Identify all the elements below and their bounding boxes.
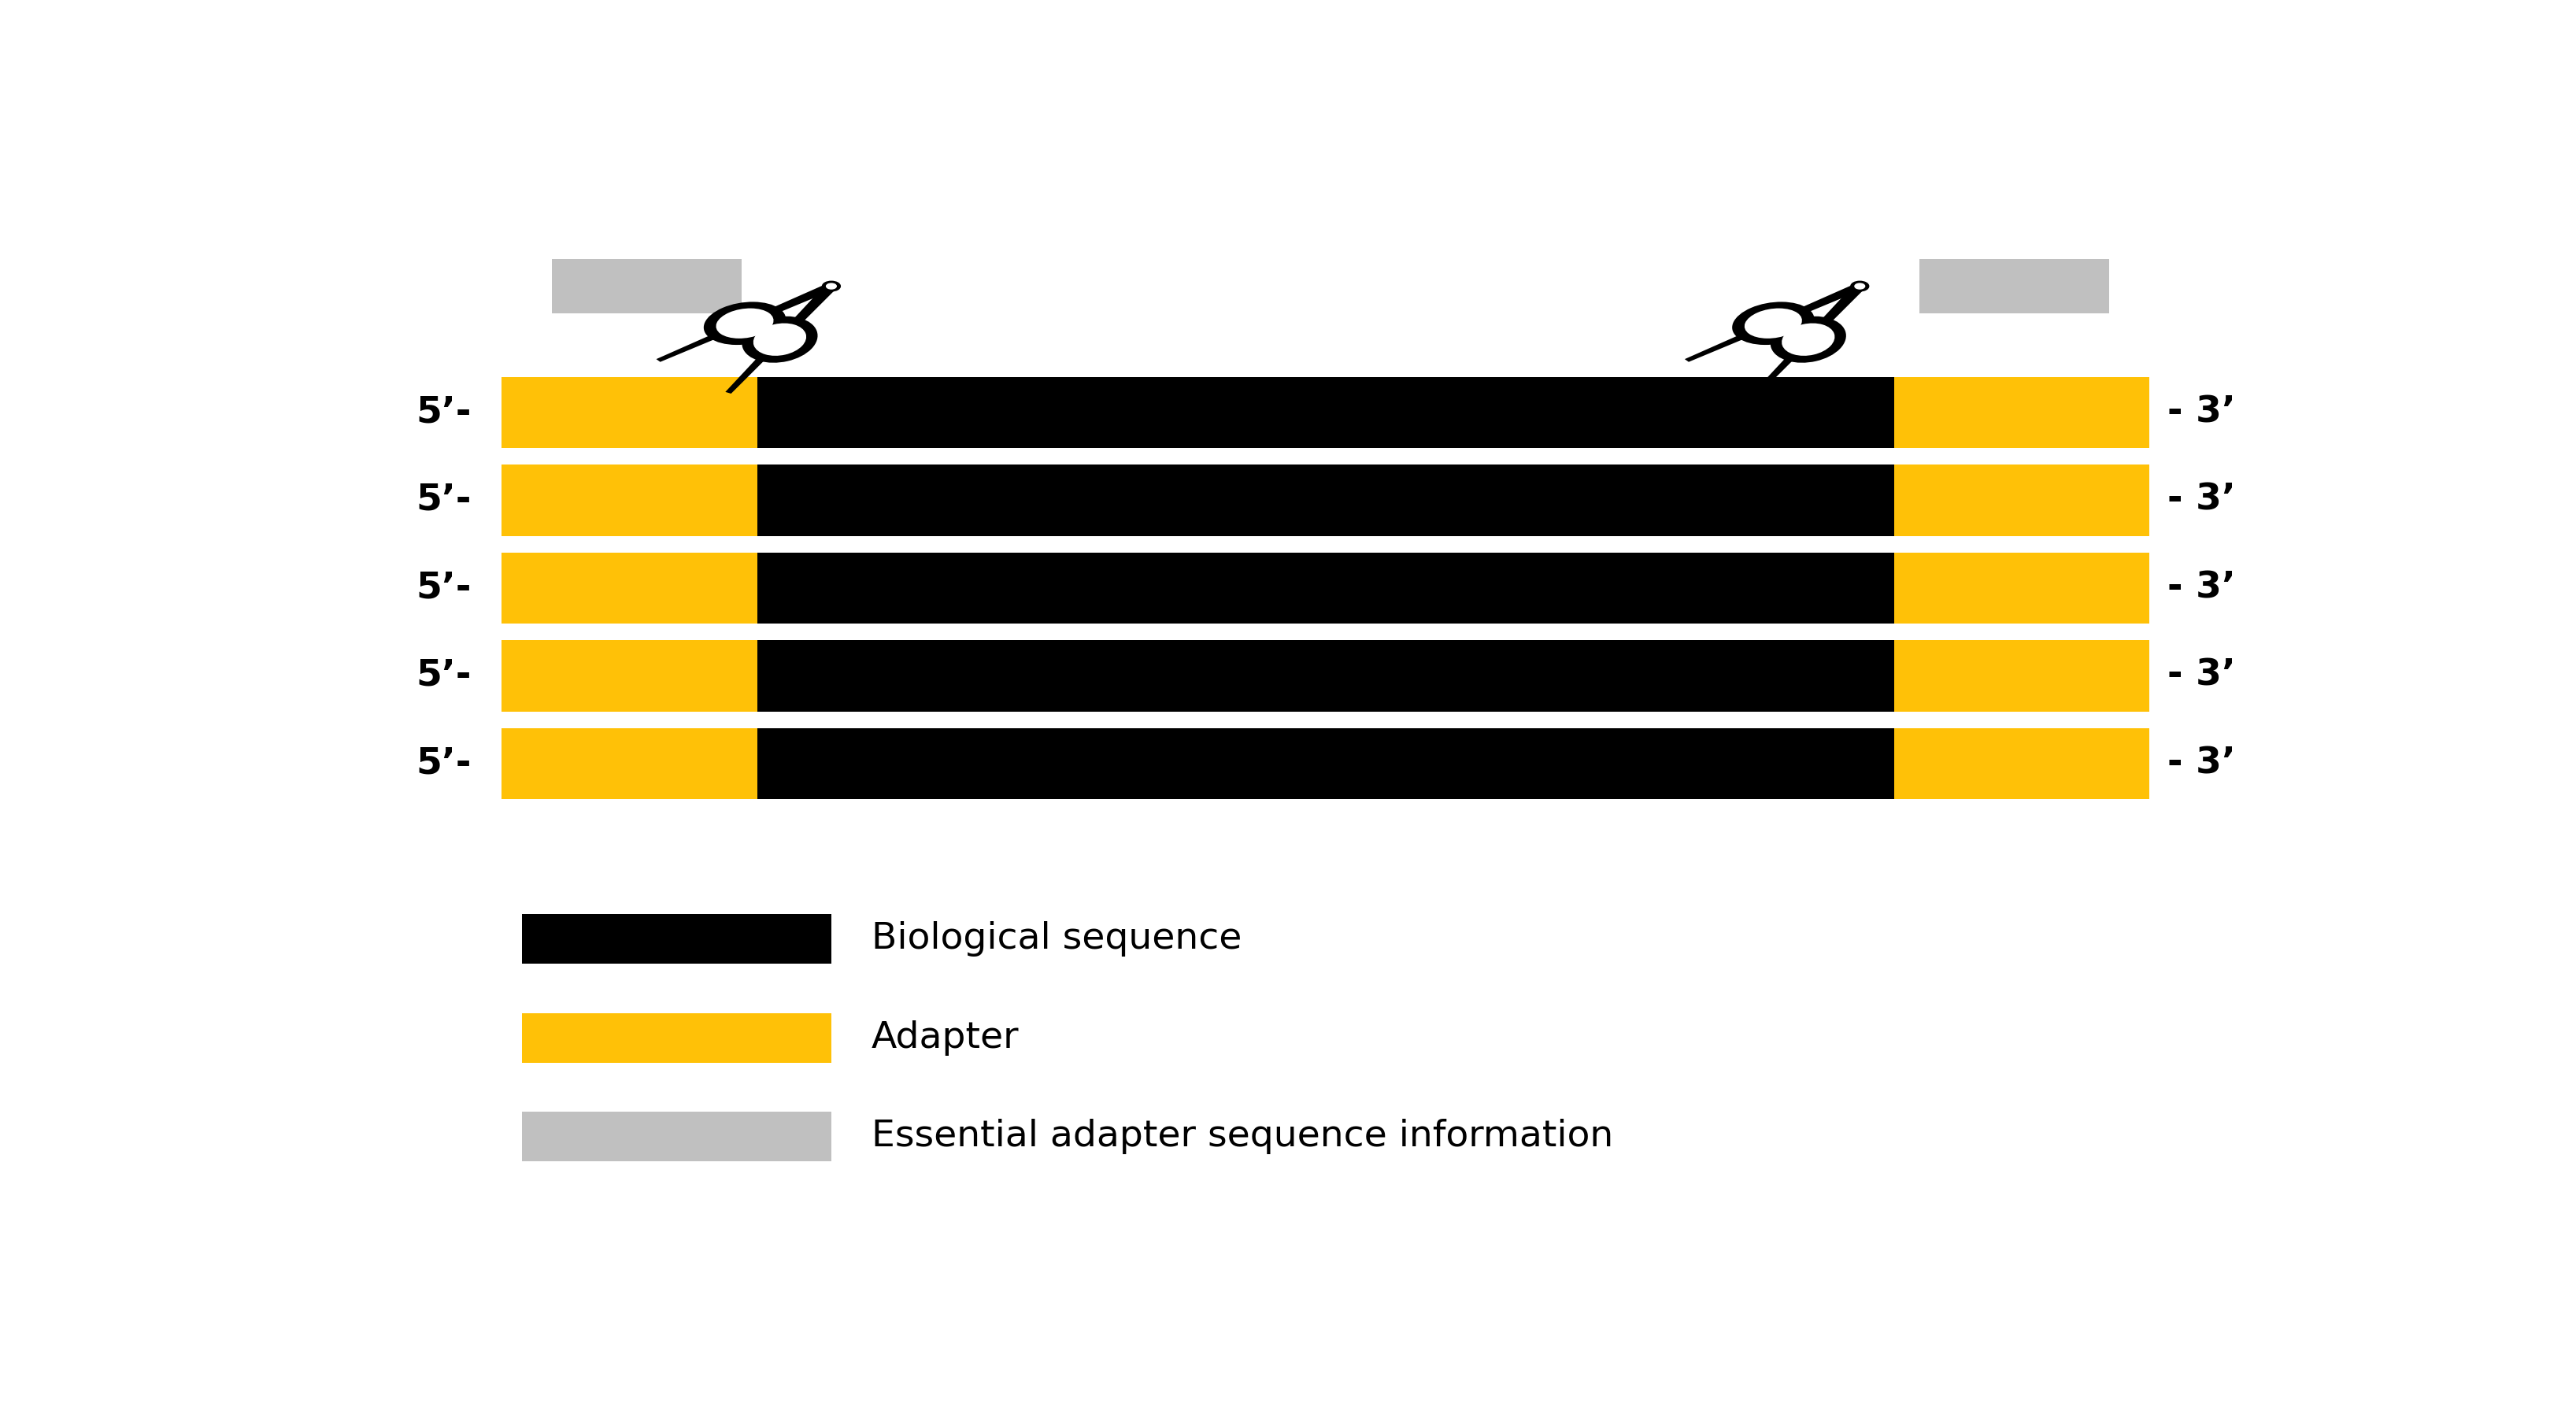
Circle shape xyxy=(1855,284,1865,289)
Text: 5’-: 5’- xyxy=(417,395,471,430)
FancyBboxPatch shape xyxy=(1919,259,2110,314)
FancyBboxPatch shape xyxy=(1893,640,2148,711)
FancyBboxPatch shape xyxy=(1893,376,2148,447)
FancyBboxPatch shape xyxy=(502,376,757,447)
Ellipse shape xyxy=(742,316,817,363)
FancyBboxPatch shape xyxy=(1893,465,2148,536)
Text: 5’-: 5’- xyxy=(417,570,471,606)
FancyBboxPatch shape xyxy=(551,259,742,314)
Text: Adapter: Adapter xyxy=(871,1020,1018,1056)
Text: 5’-: 5’- xyxy=(417,745,471,781)
FancyBboxPatch shape xyxy=(520,1013,832,1063)
FancyBboxPatch shape xyxy=(757,640,1893,711)
Ellipse shape xyxy=(752,323,806,356)
FancyBboxPatch shape xyxy=(520,915,832,963)
FancyBboxPatch shape xyxy=(757,376,1893,447)
Text: - 3’: - 3’ xyxy=(2166,570,2236,606)
Ellipse shape xyxy=(716,308,773,338)
Circle shape xyxy=(1850,281,1868,291)
FancyBboxPatch shape xyxy=(502,640,757,711)
FancyBboxPatch shape xyxy=(502,465,757,536)
Text: - 3’: - 3’ xyxy=(2166,745,2236,781)
FancyBboxPatch shape xyxy=(757,465,1893,536)
PathPatch shape xyxy=(1754,285,1865,393)
Text: - 3’: - 3’ xyxy=(2166,395,2236,430)
Circle shape xyxy=(827,284,837,289)
Circle shape xyxy=(822,281,840,291)
Text: 5’-: 5’- xyxy=(417,483,471,517)
FancyBboxPatch shape xyxy=(502,553,757,624)
Ellipse shape xyxy=(1731,302,1814,345)
Text: Biological sequence: Biological sequence xyxy=(871,922,1242,956)
FancyBboxPatch shape xyxy=(502,728,757,799)
Text: - 3’: - 3’ xyxy=(2166,483,2236,517)
Text: 5’-: 5’- xyxy=(417,658,471,694)
PathPatch shape xyxy=(1685,284,1862,362)
FancyBboxPatch shape xyxy=(757,728,1893,799)
Ellipse shape xyxy=(1744,308,1801,338)
Ellipse shape xyxy=(1780,323,1834,356)
FancyBboxPatch shape xyxy=(757,553,1893,624)
FancyBboxPatch shape xyxy=(520,1112,832,1161)
FancyBboxPatch shape xyxy=(1893,728,2148,799)
Text: - 3’: - 3’ xyxy=(2166,658,2236,694)
PathPatch shape xyxy=(724,285,837,393)
Text: Essential adapter sequence information: Essential adapter sequence information xyxy=(871,1119,1613,1154)
PathPatch shape xyxy=(657,284,835,362)
FancyBboxPatch shape xyxy=(1893,553,2148,624)
Ellipse shape xyxy=(1770,316,1844,363)
Ellipse shape xyxy=(703,302,786,345)
